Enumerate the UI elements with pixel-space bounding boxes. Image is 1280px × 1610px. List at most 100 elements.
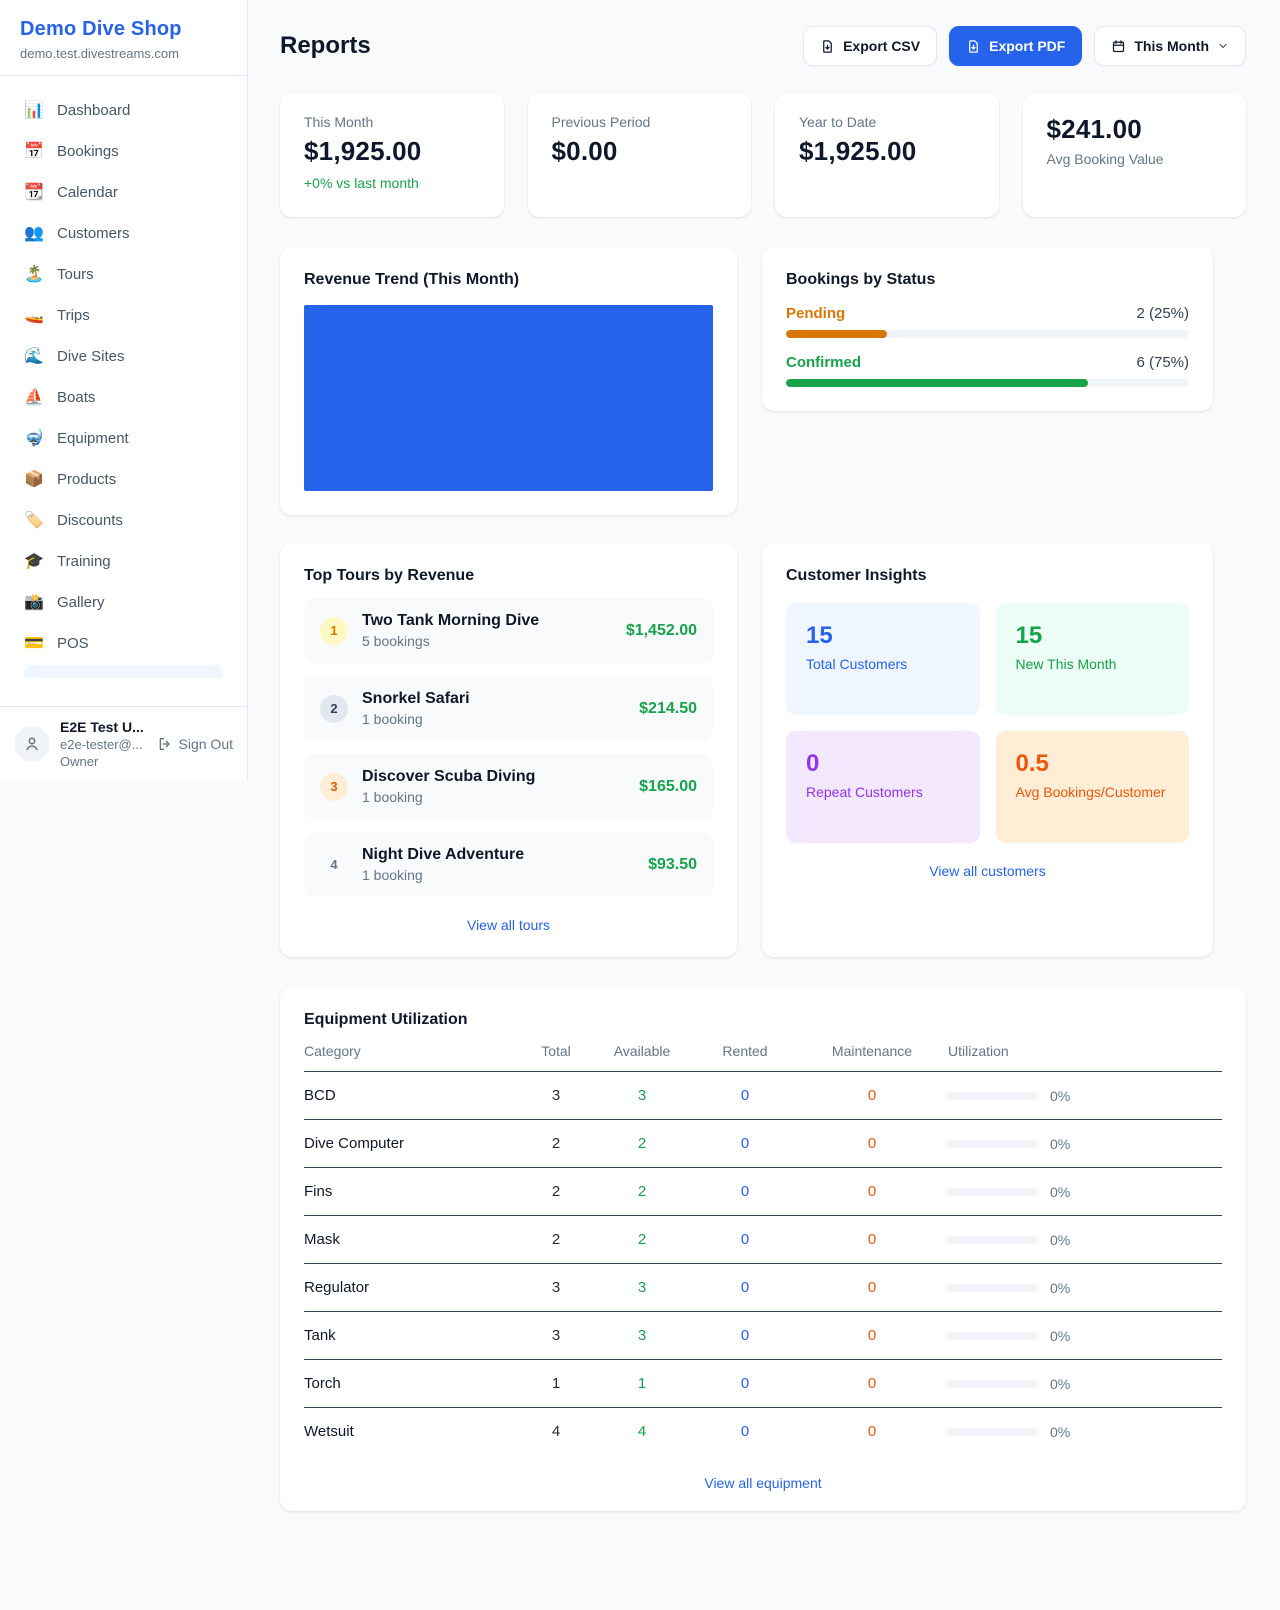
sidebar-item-training[interactable]: 🎓 Training <box>12 541 235 581</box>
sidebar-item-label: Tours <box>57 265 94 283</box>
sidebar-item-label: Boats <box>57 388 96 406</box>
sidebar-item-label: Calendar <box>57 183 118 201</box>
equipment-available: 4 <box>637 1423 647 1440</box>
utilization-bar <box>946 1283 1038 1292</box>
stats-row: This Month $1,925.00 +0% vs last month P… <box>280 93 1246 217</box>
tour-bookings: 1 booking <box>362 867 423 883</box>
utilization-bar <box>946 1139 1038 1148</box>
equipment-utilization: 0% <box>946 1328 1222 1344</box>
sidebar-item-customers[interactable]: 👥 Customers <box>12 213 235 253</box>
column-header: Utilization <box>948 1043 1009 1059</box>
utilization-percent: 0% <box>1050 1279 1071 1296</box>
list-item[interactable]: 1 Two Tank Morning Dive 5 bookings $1,45… <box>304 598 713 663</box>
rank-badge: 4 <box>330 857 338 872</box>
main-content: Reports Export CSV Export PDF <box>248 0 1280 1551</box>
sign-out-button[interactable]: Sign Out <box>157 736 233 752</box>
sidebar-item-dive-sites[interactable]: 🌊 Dive Sites <box>12 336 235 376</box>
equipment-total: 2 <box>551 1231 561 1248</box>
equipment-utilization: 0% <box>946 1280 1222 1296</box>
tile-value: 15 <box>806 622 833 649</box>
equipment-category: Mask <box>304 1231 340 1248</box>
stat-value: $0.00 <box>551 136 618 166</box>
period-dropdown[interactable]: This Month <box>1094 26 1246 66</box>
stat-value: $241.00 <box>1046 114 1142 144</box>
table-row: Torch 1 1 0 0 0% <box>304 1360 1222 1408</box>
view-all-customers-link[interactable]: View all customers <box>929 863 1046 879</box>
user-section: E2E Test U... e2e-tester@... Owner Sign … <box>0 706 247 781</box>
utilization-percent: 0% <box>1050 1087 1071 1104</box>
tour-info: Night Dive Adventure 1 booking <box>362 846 634 883</box>
insight-tile-repeat-customers: 0 Repeat Customers <box>786 731 980 843</box>
equipment-rented: 0 <box>740 1375 750 1392</box>
list-item[interactable]: 4 Night Dive Adventure 1 booking $93.50 <box>304 832 713 897</box>
tour-name: Night Dive Adventure <box>362 846 525 863</box>
rank-badge: 2 <box>320 694 348 723</box>
sidebar-item-label: Dashboard <box>57 101 131 119</box>
table-row: Regulator 3 3 0 0 0% <box>304 1264 1222 1312</box>
status-bar-fill <box>786 330 887 338</box>
sidebar-item-bookings[interactable]: 📅 Bookings <box>12 131 235 171</box>
credit-card-icon: 💳 <box>24 635 44 652</box>
utilization-bar <box>946 1091 1038 1100</box>
tile-label: Repeat Customers <box>806 784 923 800</box>
view-all-equipment-link[interactable]: View all equipment <box>704 1475 822 1491</box>
table-row: Mask 2 2 0 0 0% <box>304 1216 1222 1264</box>
insight-tile-new-this-month: 15 New This Month <box>995 603 1189 715</box>
export-csv-button[interactable]: Export CSV <box>803 26 938 66</box>
equipment-rented: 0 <box>740 1087 750 1104</box>
sidebar-item-pos[interactable]: 💳 POS <box>12 623 235 663</box>
equipment-utilization: 0% <box>946 1232 1222 1248</box>
sidebar-item-products[interactable]: 📦 Products <box>12 459 235 499</box>
file-download-icon <box>969 39 978 53</box>
equipment-rented: 0 <box>740 1279 750 1296</box>
export-pdf-label: Export PDF <box>989 38 1066 54</box>
utilization-bar <box>946 1235 1038 1244</box>
sign-out-label: Sign Out <box>178 736 233 752</box>
table-row: Tank 3 3 0 0 0% <box>304 1312 1222 1360</box>
equipment-available: 2 <box>637 1183 647 1200</box>
sidebar-item-discounts[interactable]: 🏷️ Discounts <box>12 500 235 540</box>
top-tours-card: Top Tours by Revenue 1 Two Tank Morning … <box>280 543 737 957</box>
view-all-tours-link[interactable]: View all tours <box>466 917 550 933</box>
equipment-rented: 0 <box>740 1327 750 1344</box>
column-header: Available <box>613 1043 671 1059</box>
utilization-percent: 0% <box>1050 1327 1071 1344</box>
equipment-utilization: 0% <box>946 1088 1222 1104</box>
equipment-available: 3 <box>637 1279 647 1296</box>
stat-label: Previous Period <box>551 114 651 130</box>
equipment-available: 2 <box>637 1231 647 1248</box>
insight-tiles: 15 Total Customers 15 New This Month 0 R… <box>786 603 1189 843</box>
graduation-cap-icon: 🎓 <box>24 553 44 570</box>
avatar <box>14 726 50 762</box>
sidebar-item-gallery[interactable]: 📸 Gallery <box>12 582 235 622</box>
sidebar-item-trips[interactable]: 🚤 Trips <box>12 295 235 335</box>
equipment-rented: 0 <box>740 1231 750 1248</box>
period-label: This Month <box>1134 38 1209 54</box>
sidebar-item-dashboard[interactable]: 📊 Dashboard <box>12 90 235 130</box>
sidebar-item-label: POS <box>57 634 89 652</box>
tour-name: Snorkel Safari <box>362 690 470 707</box>
equipment-category: Dive Computer <box>304 1135 405 1152</box>
list-item[interactable]: 3 Discover Scuba Diving 1 booking $165.0… <box>304 754 713 819</box>
sidebar-item-reports-partial[interactable] <box>24 665 223 678</box>
utilization-bar <box>946 1187 1038 1196</box>
sidebar-item-boats[interactable]: ⛵ Boats <box>12 377 235 417</box>
tour-revenue: $1,452.00 <box>625 621 697 639</box>
wave-icon: 🌊 <box>24 348 44 365</box>
stat-card-previous-period: Previous Period $0.00 <box>527 93 751 217</box>
equipment-total: 3 <box>551 1327 561 1344</box>
tear-off-calendar-icon: 📆 <box>24 184 44 201</box>
export-pdf-button[interactable]: Export PDF <box>949 26 1083 66</box>
user-info: E2E Test U... e2e-tester@... Owner <box>60 719 147 769</box>
equipment-total: 3 <box>551 1087 561 1104</box>
tour-bookings: 1 booking <box>362 789 423 805</box>
sidebar-item-tours[interactable]: 🏝️ Tours <box>12 254 235 294</box>
sidebar-item-calendar[interactable]: 📆 Calendar <box>12 172 235 212</box>
stat-delta: +0% vs last month <box>304 175 419 191</box>
equipment-utilization: 0% <box>946 1376 1222 1392</box>
equipment-utilization: 0% <box>946 1184 1222 1200</box>
sidebar: Demo Dive Shop demo.test.divestreams.com… <box>0 0 248 781</box>
equipment-category: Regulator <box>304 1279 370 1296</box>
list-item[interactable]: 2 Snorkel Safari 1 booking $214.50 <box>304 676 713 741</box>
sidebar-item-equipment[interactable]: 🤿 Equipment <box>12 418 235 458</box>
